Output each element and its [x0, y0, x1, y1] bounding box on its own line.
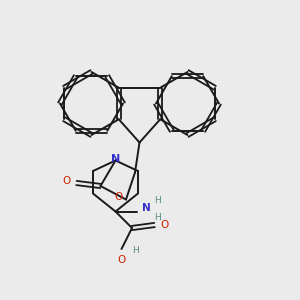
- Text: O: O: [117, 255, 126, 265]
- Text: O: O: [63, 176, 71, 187]
- Text: N: N: [111, 154, 120, 164]
- Text: H: H: [154, 196, 161, 206]
- Text: H: H: [132, 246, 139, 255]
- Text: O: O: [114, 192, 122, 202]
- Text: N: N: [142, 203, 151, 214]
- Text: O: O: [160, 220, 168, 230]
- Text: H: H: [154, 213, 161, 222]
